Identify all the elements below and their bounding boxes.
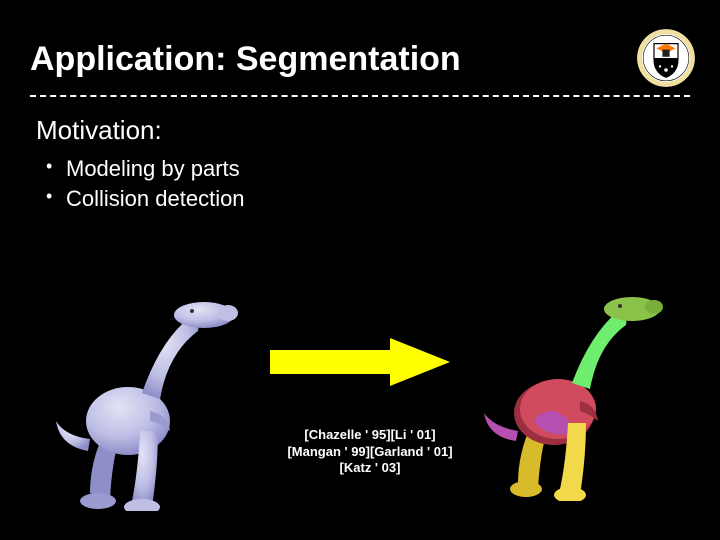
arrow-icon — [270, 338, 450, 386]
reference-line: [Chazelle ' 95][Li ' 01] — [270, 427, 470, 443]
references: [Chazelle ' 95][Li ' 01] [Mangan ' 99][G… — [270, 427, 470, 476]
slide-title: Application: Segmentation — [30, 40, 690, 79]
model-segmented — [480, 281, 670, 506]
reference-line: [Mangan ' 99][Garland ' 01] — [270, 444, 470, 460]
figure-area: [Chazelle ' 95][Li ' 01] [Mangan ' 99][G… — [0, 256, 720, 516]
crest-logo — [636, 28, 696, 88]
bullet-item: Collision detection — [42, 184, 684, 214]
reference-line: [Katz ' 03] — [270, 460, 470, 476]
model-original — [50, 281, 240, 516]
bullet-item: Modeling by parts — [42, 154, 684, 184]
bullet-list: Modeling by parts Collision detection — [36, 154, 684, 213]
motivation-heading: Motivation: — [36, 115, 684, 146]
